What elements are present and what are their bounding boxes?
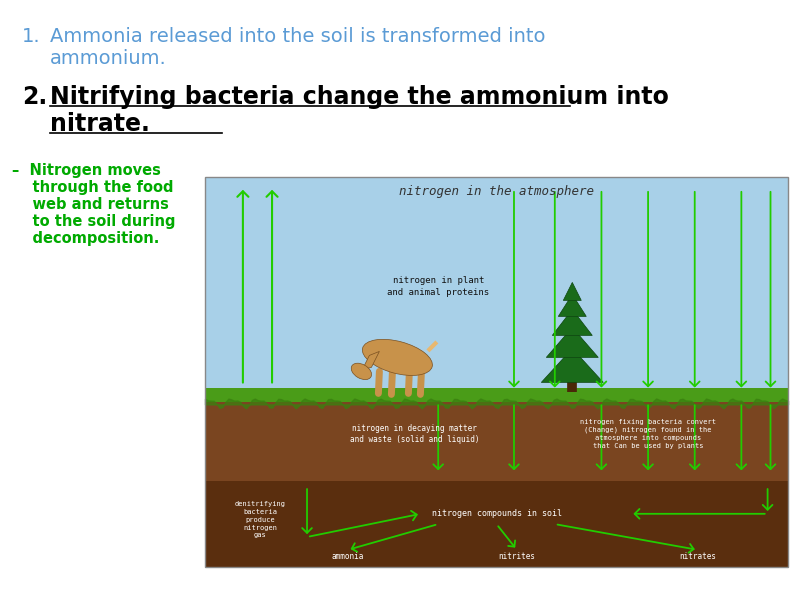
Polygon shape (546, 327, 599, 358)
Text: ammonia: ammonia (332, 552, 364, 561)
Polygon shape (553, 309, 592, 336)
Polygon shape (362, 352, 380, 369)
Ellipse shape (351, 363, 372, 380)
Text: nitrites: nitrites (499, 552, 535, 561)
Text: 2.: 2. (22, 85, 48, 109)
Text: nitrogen in the atmosphere: nitrogen in the atmosphere (399, 185, 594, 198)
Polygon shape (542, 349, 603, 383)
Text: through the food: through the food (12, 180, 174, 195)
Text: denitrifying
bacteria
produce
nitrogen
gas: denitrifying bacteria produce nitrogen g… (235, 502, 286, 538)
Text: ammonium.: ammonium. (50, 49, 167, 68)
Text: nitrates: nitrates (679, 552, 716, 561)
Text: nitrogen fixing bacteria convert
(Change) nitrogen found in the
atmosphere into : nitrogen fixing bacteria convert (Change… (580, 419, 716, 449)
Bar (205, 177, 788, 396)
Bar (205, 177, 788, 567)
Text: to the soil during: to the soil during (12, 214, 175, 229)
Ellipse shape (362, 339, 433, 375)
Text: nitrogen compounds in soil: nitrogen compounds in soil (431, 509, 561, 518)
Bar (205, 481, 788, 567)
Text: Nitrifying bacteria change the ammonium into: Nitrifying bacteria change the ammonium … (50, 85, 669, 109)
Text: decomposition.: decomposition. (12, 231, 160, 246)
Bar (205, 389, 788, 402)
Text: 1.: 1. (22, 27, 40, 46)
Text: Ammonia released into the soil is transformed into: Ammonia released into the soil is transf… (50, 27, 545, 46)
Text: nitrogen in decaying matter
and waste (solid and liquid): nitrogen in decaying matter and waste (s… (350, 424, 480, 444)
Polygon shape (558, 295, 586, 317)
Text: web and returns: web and returns (12, 197, 169, 212)
Bar (205, 396, 788, 481)
Text: –  Nitrogen moves: – Nitrogen moves (12, 163, 161, 178)
Text: nitrate.: nitrate. (50, 112, 150, 136)
Text: nitrogen in plant
and animal proteins: nitrogen in plant and animal proteins (387, 276, 489, 296)
Polygon shape (563, 283, 581, 300)
